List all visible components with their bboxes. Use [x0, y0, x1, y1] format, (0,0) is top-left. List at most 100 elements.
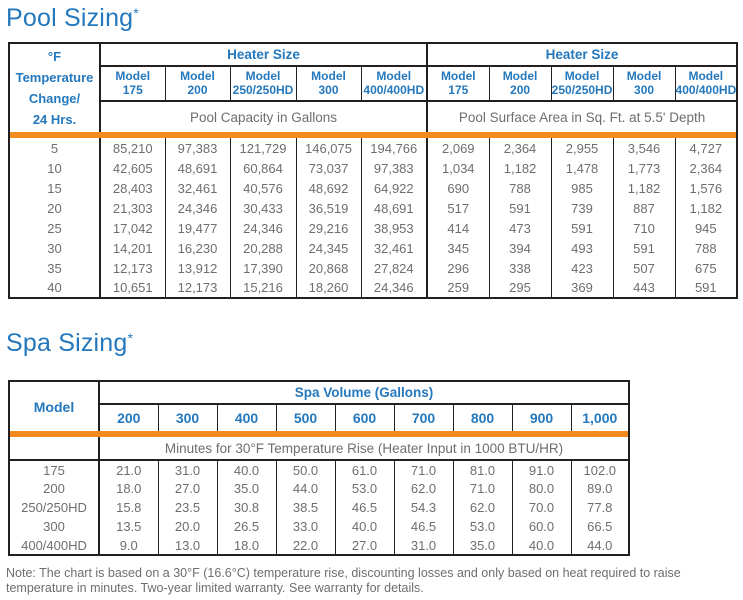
spa-minutes-cell: 70.0: [511, 498, 572, 517]
spa-minutes-subheader: Minutes for 30°F Temperature Rise (Heate…: [97, 437, 630, 461]
pool-capacity-cell: 36,519: [295, 198, 362, 218]
pool-surface-cell: 473: [488, 218, 552, 238]
pool-temp-cell: 25: [8, 218, 101, 238]
spa-minutes-cell: 91.0: [511, 460, 572, 479]
spa-model-cell: 175: [8, 460, 100, 479]
spa-minutes-cell: 53.0: [334, 479, 395, 498]
pool-surface-cell: 394: [488, 238, 552, 258]
spa-minutes-cell: 27.0: [157, 479, 218, 498]
spa-minutes-cell: 15.8: [98, 498, 159, 517]
spa-minutes-cell: 9.0: [98, 536, 159, 555]
spa-minutes-cell: 44.0: [275, 479, 336, 498]
pool-capacity-cell: 15,216: [229, 278, 297, 298]
spa-minutes-cell: 71.0: [452, 479, 513, 498]
spa-title-text: Spa Sizing: [6, 329, 128, 357]
pool-surface-cell: 423: [550, 258, 614, 278]
model-label-line2: 250/250HD: [232, 82, 294, 97]
pool-table-row: 10 42,605 48,691 60,864 73,037 97,383 1,034 1,1…: [8, 158, 738, 178]
spa-model-cell: 200: [8, 479, 100, 498]
pool-surface-cell: 2,364: [488, 138, 552, 158]
pool-capacity-cell: 121,729: [229, 138, 297, 158]
pool-table-body: 5 85,210 97,383 121,729 146,075 194,766 2,069 2…: [8, 138, 738, 298]
footnote: Note: The chart is based on a 30°F (16.6…: [6, 566, 681, 595]
temp-header-line: °F: [47, 49, 62, 64]
spa-volume-header-cell: 200: [98, 403, 159, 431]
pool-capacity-cell: 12,173: [164, 278, 231, 298]
pool-surface-cell: 675: [674, 258, 738, 278]
pool-surface-cell: 945: [674, 218, 738, 238]
spa-volume-header-cell: 900: [511, 403, 572, 431]
spa-model-cell: 250/250HD: [8, 498, 100, 517]
spa-table-row: 300 13.5 20.0 26.5 33.0 40.0 46.5 53.0 60.0 66.5: [8, 517, 630, 536]
pool-temp-cell: 30: [8, 238, 101, 258]
spa-minutes-cell: 13.0: [157, 536, 218, 555]
spa-table-row: 175 21.0 31.0 40.0 50.0 61.0 71.0 81.0 91.0 102.0: [8, 460, 630, 479]
spa-minutes-cell: 62.0: [452, 498, 513, 517]
pool-capacity-cell: 24,346: [360, 278, 428, 298]
pool-capacity-cell: 17,042: [99, 218, 166, 238]
pool-capacity-cell: 27,824: [360, 258, 428, 278]
pool-surface-cell: 591: [612, 238, 676, 258]
pool-table-row: 40 10,651 12,173 15,216 18,260 24,346 259 295 36…: [8, 278, 738, 298]
pool-model-header: Model 300: [612, 65, 676, 102]
temp-header-line: Temperature: [15, 70, 94, 85]
model-label-line2: 200: [510, 82, 531, 97]
pool-table-row: 35 12,173 13,912 17,390 20,868 27,824 296 338 42…: [8, 258, 738, 278]
pool-surface-cell: 259: [426, 278, 490, 298]
pool-surface-cell: 739: [550, 198, 614, 218]
pool-capacity-cell: 24,346: [229, 218, 297, 238]
spa-minutes-cell: 27.0: [334, 536, 395, 555]
pool-capacity-cell: 42,605: [99, 158, 166, 178]
spa-minutes-cell: 77.8: [570, 498, 630, 517]
pool-model-header-row: Model 175 Model 200 Model 250/250HD Model 300 Mo…: [9, 65, 738, 102]
spa-minutes-cell: 46.5: [334, 498, 395, 517]
pool-capacity-cell: 38,953: [360, 218, 428, 238]
pool-surface-cell: 4,727: [674, 138, 738, 158]
model-label-line1: Model: [626, 69, 662, 83]
pool-capacity-cell: 13,912: [164, 258, 231, 278]
pool-surface-area-subheader: Pool Surface Area in Sq. Ft. at 5.5' Dep…: [426, 101, 738, 132]
spa-volume-header-cell: 400: [216, 403, 277, 431]
pool-capacity-cell: 18,260: [295, 278, 362, 298]
pool-capacity-cell: 97,383: [164, 138, 231, 158]
pool-model-header: Model 175: [99, 65, 166, 102]
pool-capacity-cell: 48,691: [164, 158, 231, 178]
pool-table-row: 25 17,042 19,477 24,346 29,216 38,953 414 473 59…: [8, 218, 738, 238]
pool-table-row: 30 14,201 16,230 20,288 24,345 32,461 345 394 49…: [8, 238, 738, 258]
spa-volume-header-cell: 500: [275, 403, 336, 431]
spa-minutes-cell: 53.0: [452, 517, 513, 536]
pool-surface-cell: 1,034: [426, 158, 490, 178]
pool-surface-cell: 2,069: [426, 138, 490, 158]
pool-surface-cell: 591: [488, 198, 552, 218]
spa-subheader-spacer-cell: [8, 437, 100, 461]
spa-minutes-cell: 44.0: [570, 536, 630, 555]
pool-surface-cell: 1,182: [612, 178, 676, 198]
pool-capacity-cell: 20,288: [229, 238, 297, 258]
pool-capacity-cell: 32,461: [360, 238, 428, 258]
spa-minutes-cell: 89.0: [570, 479, 630, 498]
pool-surface-cell: 345: [426, 238, 490, 258]
spa-volume-header: Spa Volume (Gallons): [97, 381, 630, 405]
pool-surface-cell: 1,773: [612, 158, 676, 178]
heater-size-header-left: Heater Size: [98, 43, 428, 67]
model-label-line1: Model: [115, 69, 151, 83]
pool-capacity-cell: 64,922: [360, 178, 428, 198]
spa-volume-header-cell: 800: [452, 403, 513, 431]
spa-minutes-cell: 35.0: [216, 479, 277, 498]
spa-volume-header-row: 200 300 400 500 600 700 800 900 1,000: [9, 403, 630, 431]
spa-minutes-cell: 66.5: [570, 517, 630, 536]
model-label-line2: 400/400HD: [363, 82, 425, 97]
pool-model-header: Model 200: [164, 65, 231, 102]
pool-surface-cell: 493: [550, 238, 614, 258]
pool-temp-cell: 40: [8, 278, 101, 298]
spa-minutes-cell: 61.0: [334, 460, 395, 479]
spa-minutes-cell: 40.0: [511, 536, 572, 555]
spa-minutes-cell: 22.0: [275, 536, 336, 555]
pool-surface-cell: 517: [426, 198, 490, 218]
orange-divider-bar: [7, 431, 631, 437]
pool-capacity-cell: 97,383: [360, 158, 428, 178]
spa-minutes-cell: 13.5: [98, 517, 159, 536]
model-label-line1: Model: [688, 69, 724, 83]
spa-minutes-cell: 18.0: [98, 479, 159, 498]
model-label-line2: 250/250HD: [551, 82, 613, 97]
